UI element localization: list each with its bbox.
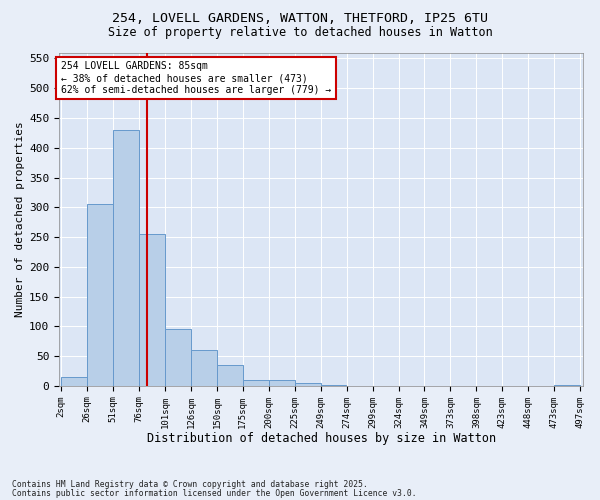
Bar bbox=[165, 330, 191, 386]
Bar bbox=[191, 350, 217, 386]
Text: Size of property relative to detached houses in Watton: Size of property relative to detached ho… bbox=[107, 26, 493, 39]
Bar bbox=[243, 380, 269, 386]
Text: Contains HM Land Registry data © Crown copyright and database right 2025.: Contains HM Land Registry data © Crown c… bbox=[12, 480, 368, 489]
Bar bbox=[217, 365, 242, 386]
Bar bbox=[88, 204, 113, 386]
Text: Contains public sector information licensed under the Open Government Licence v3: Contains public sector information licen… bbox=[12, 488, 416, 498]
Text: 254, LOVELL GARDENS, WATTON, THETFORD, IP25 6TU: 254, LOVELL GARDENS, WATTON, THETFORD, I… bbox=[112, 12, 488, 26]
X-axis label: Distribution of detached houses by size in Watton: Distribution of detached houses by size … bbox=[146, 432, 496, 445]
Y-axis label: Number of detached properties: Number of detached properties bbox=[15, 122, 25, 317]
Bar bbox=[295, 383, 320, 386]
Bar bbox=[269, 380, 295, 386]
Bar bbox=[139, 234, 165, 386]
Bar bbox=[113, 130, 139, 386]
Text: 254 LOVELL GARDENS: 85sqm
← 38% of detached houses are smaller (473)
62% of semi: 254 LOVELL GARDENS: 85sqm ← 38% of detac… bbox=[61, 62, 331, 94]
Bar bbox=[61, 377, 87, 386]
